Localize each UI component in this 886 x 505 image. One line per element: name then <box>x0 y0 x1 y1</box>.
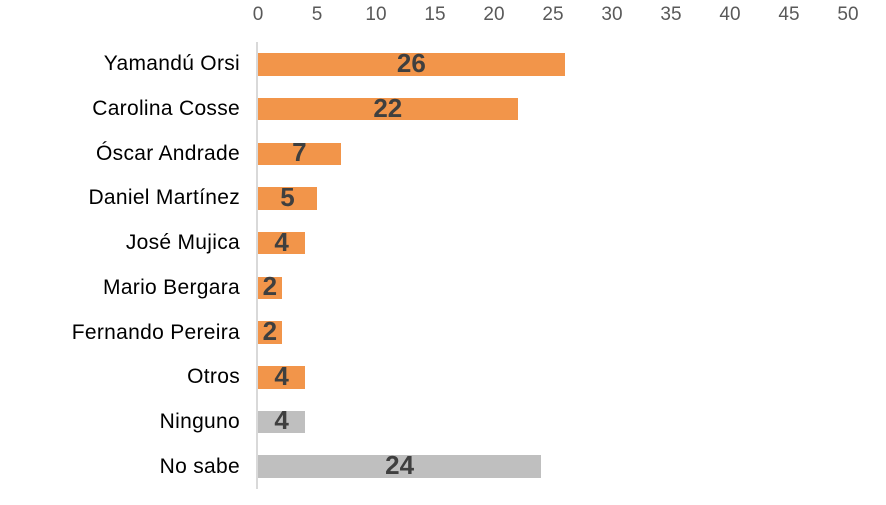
bar-yamand-orsi <box>258 53 565 76</box>
value-label: 4 <box>274 360 289 391</box>
x-axis-tick-label: 45 <box>778 4 800 25</box>
value-label: 24 <box>385 450 415 481</box>
category-label: Otros <box>187 365 240 389</box>
bar-ninguno <box>258 410 306 434</box>
category-label: Mario Bergara <box>103 275 240 299</box>
x-axis-tick-label: 40 <box>719 4 741 25</box>
bar-mario-bergara <box>258 276 282 300</box>
category-label: Yamandú Orsi <box>103 52 240 76</box>
value-label: 7 <box>292 137 307 168</box>
value-label: 4 <box>274 405 289 436</box>
value-label: 2 <box>262 271 278 302</box>
value-label: 5 <box>280 181 295 212</box>
value-label: 22 <box>373 92 403 123</box>
value-label: 4 <box>274 226 289 257</box>
x-axis-tick-label: 30 <box>601 4 623 25</box>
bar-fernando-pereira <box>258 321 282 344</box>
category-label: No sabe <box>159 454 240 478</box>
category-label: José Mujica <box>125 231 240 255</box>
category-label: Daniel Martínez <box>88 186 240 210</box>
bar-carolina-cosse <box>258 97 518 121</box>
x-axis-tick-label: 20 <box>483 4 505 25</box>
bar-jos-mujica <box>258 231 306 255</box>
x-axis-tick-label: 25 <box>542 4 564 25</box>
value-label: 2 <box>262 316 278 347</box>
y-axis-line <box>256 42 258 489</box>
x-axis-tick-label: 5 <box>311 4 323 25</box>
value-label: 26 <box>396 47 426 78</box>
category-label: Ninguno <box>159 409 240 433</box>
category-label: Carolina Cosse <box>92 97 240 121</box>
x-axis-tick-label: 10 <box>365 4 387 25</box>
bar-otros <box>258 366 306 389</box>
x-axis-tick-label: 50 <box>837 4 859 25</box>
category-label: Óscar Andrade <box>96 141 240 165</box>
category-label: Fernando Pereira <box>71 320 240 344</box>
x-axis-tick-label: 0 <box>252 4 264 25</box>
bar-no-sabe <box>258 455 542 478</box>
x-axis-tick-label: 35 <box>660 4 682 25</box>
x-axis-tick-label: 15 <box>424 4 446 25</box>
bar-daniel-mart-nez <box>258 187 317 210</box>
bar--scar-andrade <box>258 142 341 165</box>
